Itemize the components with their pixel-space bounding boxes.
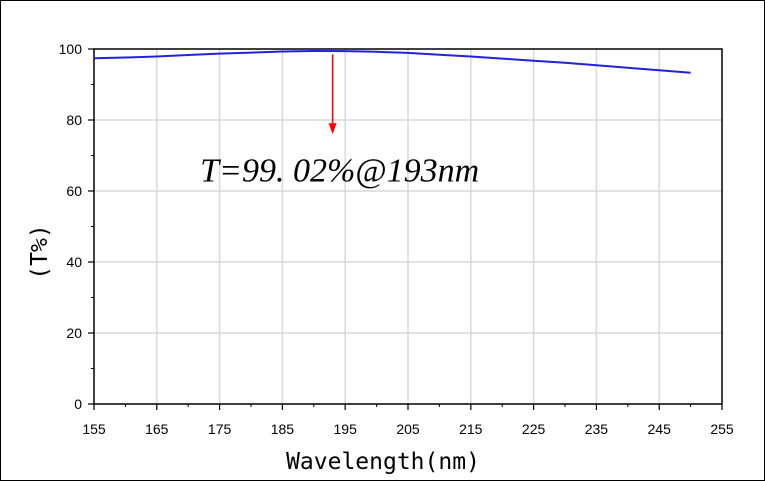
- x-tick-labels: 155 165 175 185 195 205 215 225 235 245 255: [82, 421, 734, 437]
- y-tick-label: 60: [66, 183, 82, 199]
- annotation-text: T=99. 02%@193nm: [200, 153, 479, 190]
- x-tick-label: 225: [522, 421, 546, 437]
- annotation-arrowhead: [328, 123, 337, 135]
- x-tick-label: 255: [710, 421, 734, 437]
- y-tick-label: 20: [66, 325, 82, 341]
- x-tick-label: 155: [82, 421, 106, 437]
- x-tick-label: 175: [208, 421, 232, 437]
- transmittance-line: [93, 49, 691, 74]
- axis-ticks: [88, 48, 723, 410]
- x-tick-label: 235: [585, 421, 609, 437]
- annotation-group: T=99. 02%@193nm: [200, 54, 479, 190]
- y-tick-label: 0: [74, 396, 82, 412]
- x-axis-title: Wavelength(nm): [286, 449, 480, 475]
- x-tick-label: 165: [145, 421, 169, 437]
- x-tick-label: 185: [271, 421, 295, 437]
- series-group: [93, 49, 691, 74]
- y-tick-labels: 0 20 40 60 80 100: [59, 41, 83, 412]
- y-axis-title: (T%): [27, 224, 53, 279]
- y-tick-label: 40: [66, 254, 82, 270]
- x-tick-label: 215: [459, 421, 483, 437]
- y-tick-label: 100: [59, 41, 83, 57]
- x-tick-label: 245: [648, 421, 672, 437]
- y-tick-label: 80: [66, 112, 82, 128]
- grid-lines: [94, 49, 722, 404]
- x-tick-label: 205: [396, 421, 420, 437]
- x-tick-label: 195: [334, 421, 358, 437]
